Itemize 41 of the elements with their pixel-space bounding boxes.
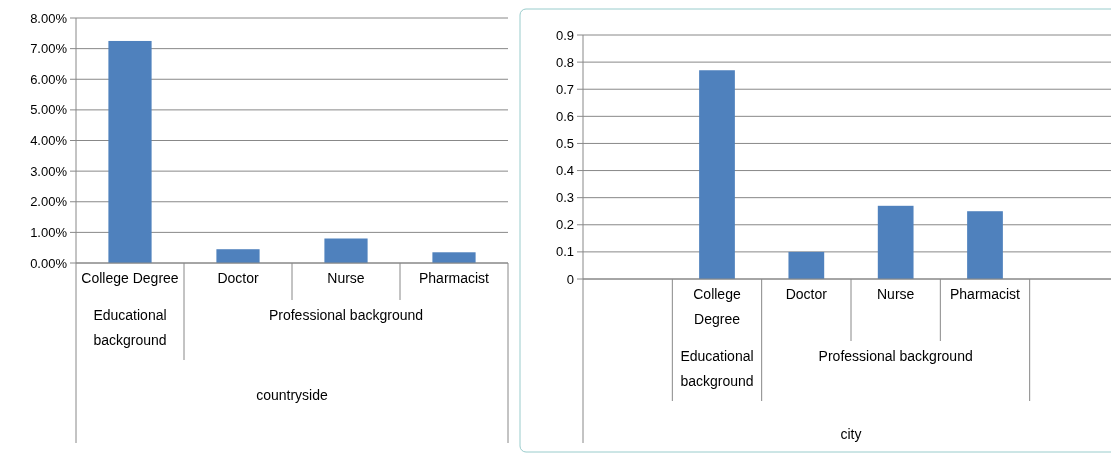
text: Professional background — [268, 307, 424, 323]
y-tick-label: 0.6 — [555, 108, 574, 124]
y-tick-label: 0 — [566, 271, 574, 287]
x-tick-label: College Degree — [81, 270, 179, 286]
y-tick-label: 0.00% — [30, 255, 68, 271]
bar — [699, 70, 735, 279]
x-tick-label: Doctor — [785, 286, 828, 302]
y-tick-label: 0.7 — [555, 81, 574, 97]
y-tick-label: 2.00% — [30, 194, 68, 210]
y-tick-label: 7.00% — [30, 41, 68, 57]
x-axis-title: city — [840, 426, 862, 442]
y-tick-label: 0.2 — [555, 217, 574, 233]
x-tick-label: Pharmacist — [418, 270, 490, 286]
y-tick-label: 8.00% — [30, 10, 68, 26]
y-tick-label: 6.00% — [30, 71, 68, 87]
y-tick-label: 0.4 — [555, 163, 574, 179]
y-tick-label: 0.8 — [555, 54, 574, 70]
y-tick-label: 1.00% — [30, 224, 68, 240]
bar — [788, 251, 825, 279]
text: Educational background — [93, 307, 167, 348]
bar — [108, 40, 152, 263]
text: Educational background — [680, 348, 754, 389]
x-tick-label: College Degree — [693, 286, 741, 327]
y-tick-label: 5.00% — [30, 102, 68, 118]
x-axis-title: countryside — [256, 387, 329, 403]
bar — [324, 238, 368, 263]
x-tick-label: Doctor — [217, 270, 259, 286]
y-tick-label: 4.00% — [30, 133, 68, 149]
x-tick-label: Nurse — [327, 270, 365, 286]
y-tick-label: 0.1 — [555, 244, 574, 260]
bar — [432, 252, 476, 263]
y-tick-label: 0.3 — [555, 190, 574, 206]
text: Professional background — [818, 348, 973, 364]
x-tick-label: Pharmacist — [949, 286, 1021, 302]
bar — [967, 211, 1003, 279]
bar — [877, 205, 914, 279]
bar — [216, 249, 260, 263]
y-tick-label: 3.00% — [30, 163, 68, 179]
y-tick-label: 0.9 — [555, 27, 574, 43]
y-tick-label: 0.5 — [555, 135, 574, 151]
x-tick-label: Nurse — [876, 286, 915, 302]
